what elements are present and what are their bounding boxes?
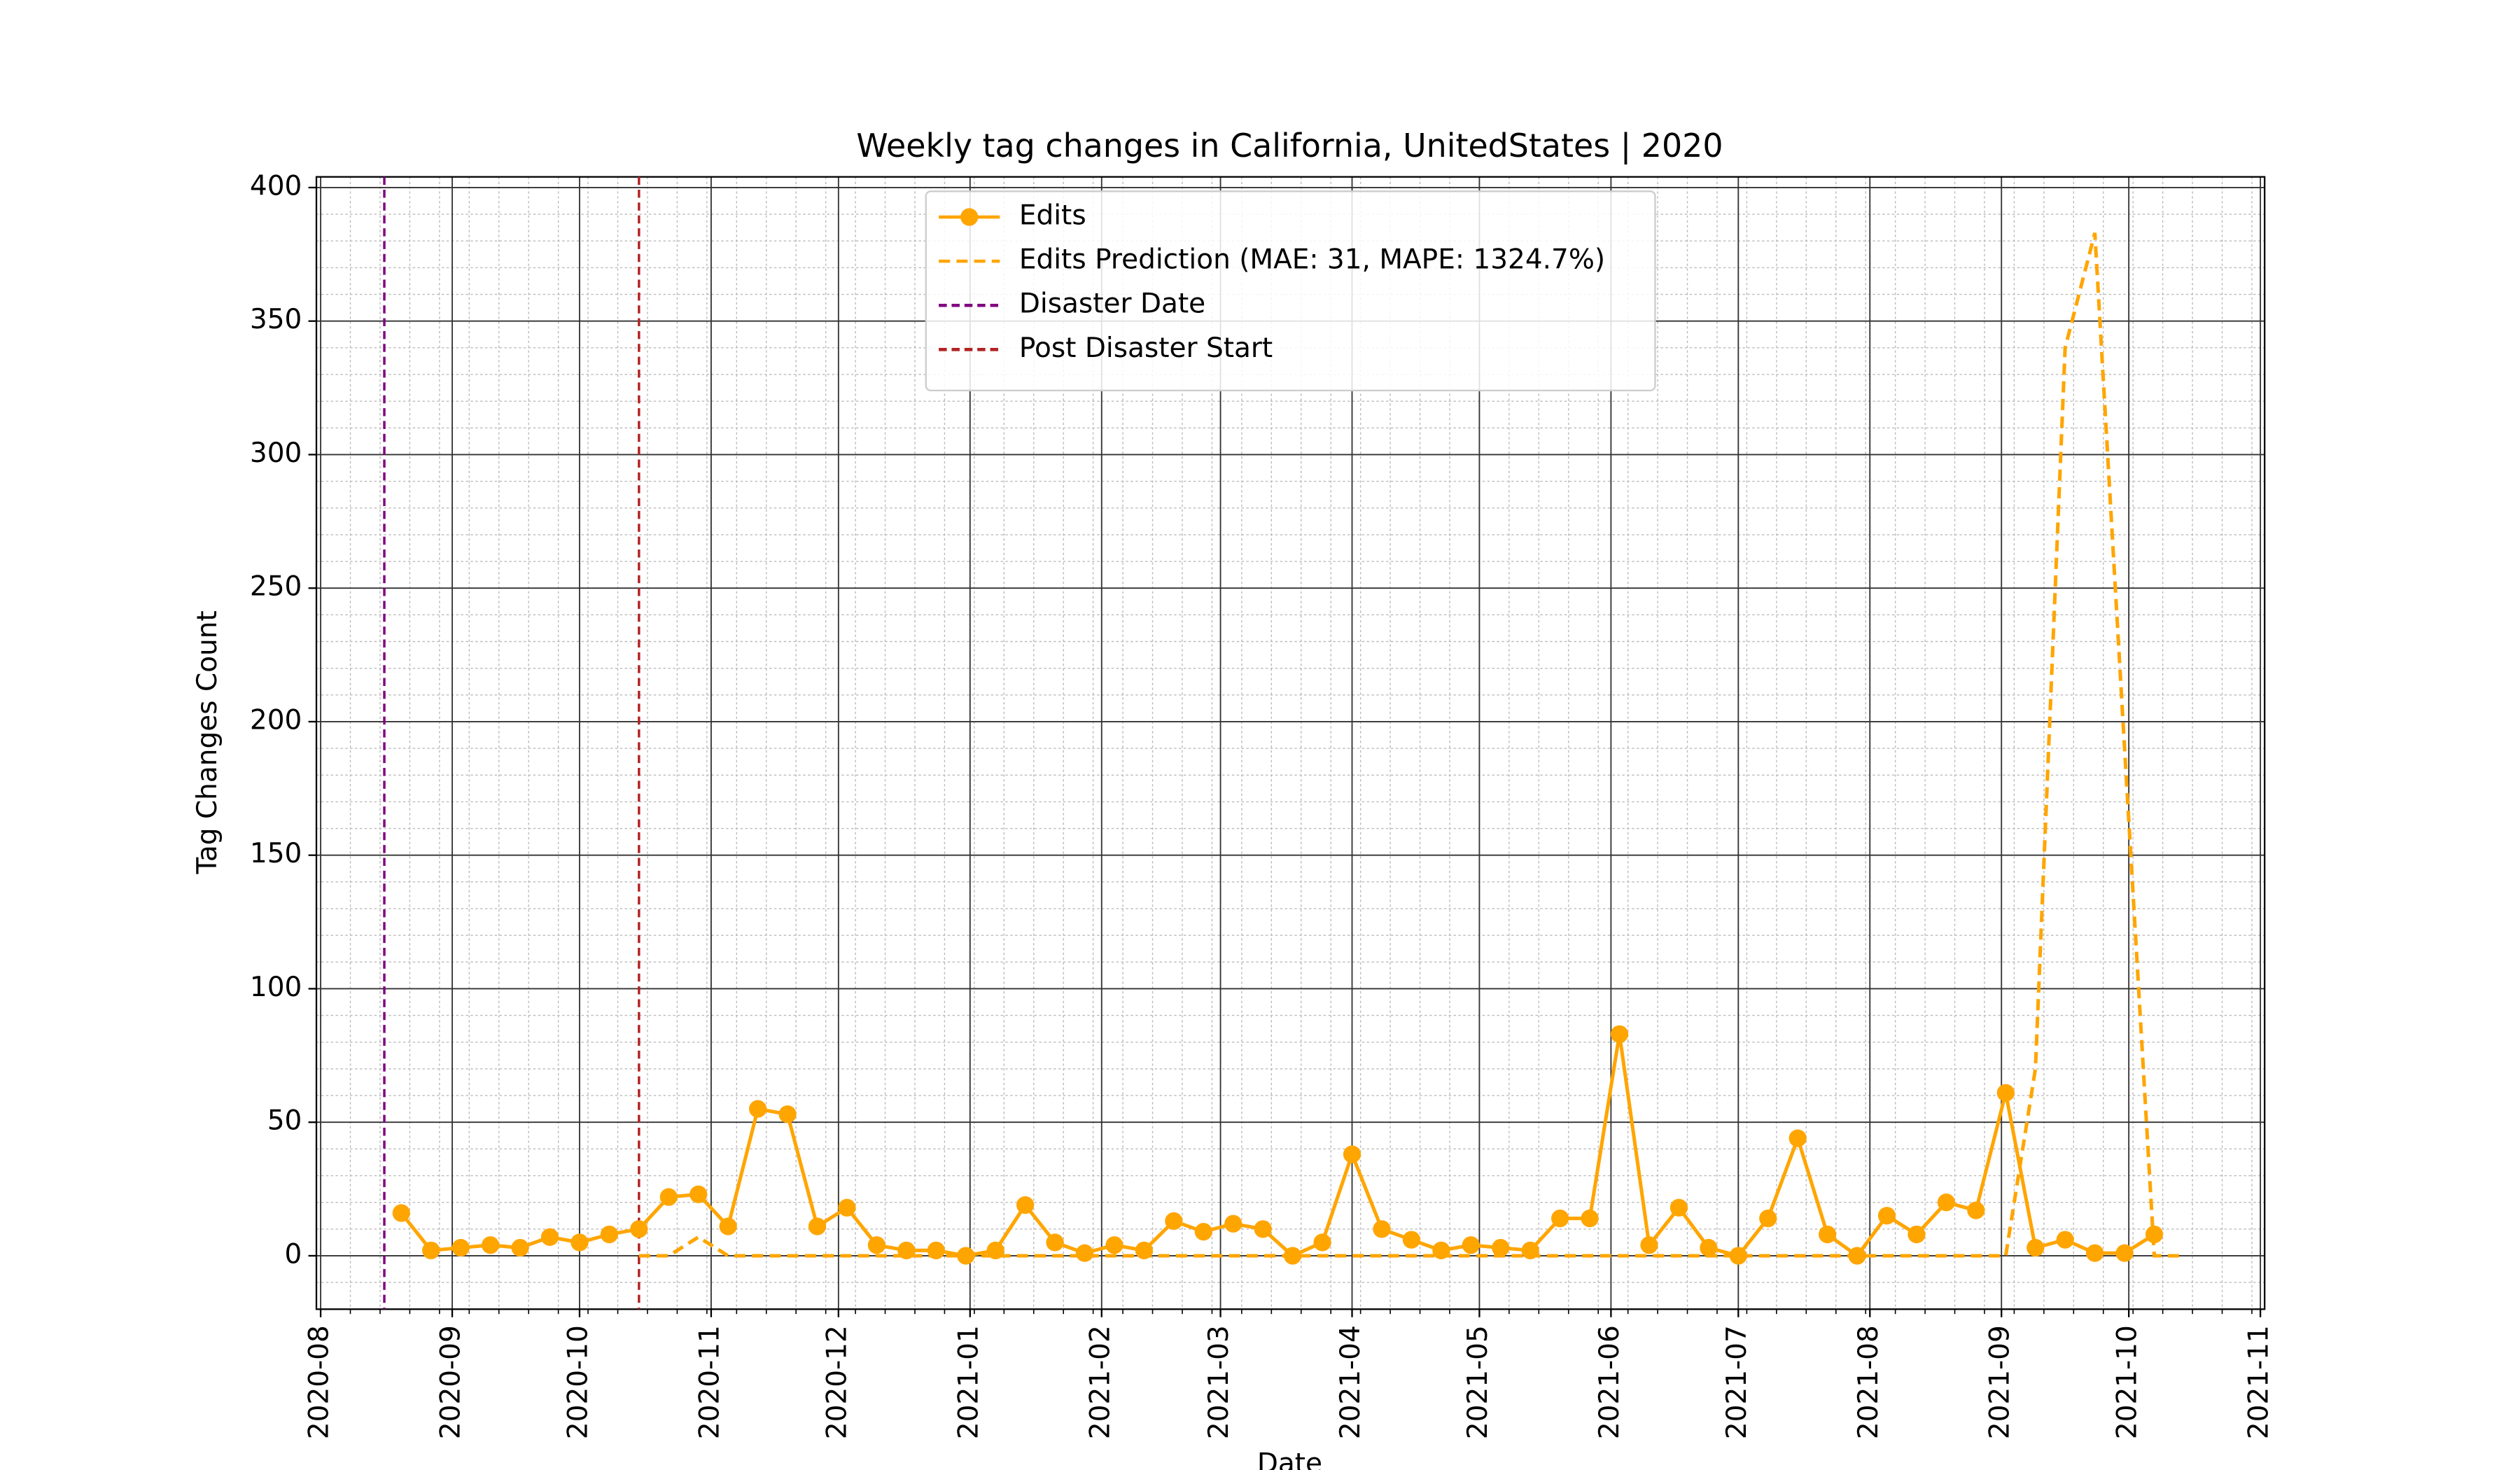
x-tick-label: 2021-07 bbox=[1721, 1325, 1753, 1439]
data-point bbox=[2026, 1238, 2045, 1257]
data-point bbox=[1729, 1247, 1747, 1265]
y-tick-label: 150 bbox=[250, 838, 302, 869]
legend-label: Edits Prediction (MAE: 31, MAPE: 1324.7%… bbox=[1019, 244, 1605, 276]
data-point bbox=[1877, 1207, 1896, 1225]
data-point bbox=[1996, 1084, 2015, 1102]
data-point bbox=[1581, 1209, 1599, 1228]
data-point bbox=[1907, 1225, 1926, 1244]
data-point bbox=[540, 1228, 559, 1246]
y-tick-label: 300 bbox=[250, 438, 302, 469]
data-point bbox=[1194, 1223, 1212, 1241]
data-point bbox=[1670, 1198, 1688, 1217]
data-point bbox=[422, 1241, 440, 1259]
y-tick-label: 350 bbox=[250, 304, 302, 335]
x-axis-label: Date bbox=[1257, 1448, 1322, 1470]
legend-box bbox=[925, 190, 1656, 391]
data-point bbox=[1254, 1220, 1272, 1238]
data-point bbox=[1343, 1145, 1362, 1163]
y-tick-label: 250 bbox=[250, 571, 302, 603]
data-point bbox=[748, 1100, 767, 1118]
x-tick-label: 2021-08 bbox=[1853, 1325, 1884, 1439]
x-tick-label: 2021-04 bbox=[1335, 1325, 1366, 1439]
data-point bbox=[1819, 1225, 1837, 1244]
x-tick-label: 2020-10 bbox=[562, 1325, 594, 1439]
data-point bbox=[630, 1220, 648, 1238]
data-line bbox=[638, 232, 2184, 1258]
data-point bbox=[1700, 1238, 1718, 1257]
data-point bbox=[1462, 1236, 1480, 1254]
data-point bbox=[392, 1204, 410, 1222]
data-point bbox=[778, 1105, 797, 1124]
data-point bbox=[690, 1185, 708, 1203]
data-point bbox=[1937, 1194, 1956, 1212]
x-tick-label: 2020-08 bbox=[304, 1325, 335, 1439]
y-tick-label: 400 bbox=[250, 170, 302, 202]
chart-title: Weekly tag changes in California, United… bbox=[856, 127, 1723, 165]
plot-frame bbox=[315, 176, 2266, 1310]
data-point bbox=[838, 1198, 856, 1217]
data-point bbox=[600, 1225, 619, 1244]
x-tick-label: 2021-01 bbox=[953, 1325, 984, 1439]
data-point bbox=[1551, 1209, 1569, 1228]
data-point bbox=[1492, 1238, 1510, 1257]
data-point bbox=[2086, 1244, 2104, 1262]
data-point bbox=[570, 1233, 589, 1252]
data-point bbox=[1759, 1209, 1777, 1228]
data-point bbox=[2115, 1244, 2134, 1262]
data-point bbox=[1610, 1025, 1629, 1043]
data-point bbox=[1105, 1236, 1124, 1254]
x-tick-label: 2020-12 bbox=[821, 1325, 853, 1439]
legend-marker bbox=[960, 208, 979, 226]
data-point bbox=[719, 1217, 737, 1236]
data-point bbox=[1788, 1129, 1807, 1147]
data-point bbox=[2056, 1231, 2074, 1249]
x-tick-label: 2021-03 bbox=[1203, 1325, 1235, 1439]
x-tick-label: 2021-02 bbox=[1084, 1325, 1116, 1439]
y-tick-label: 100 bbox=[250, 972, 302, 1003]
data-point bbox=[1640, 1236, 1658, 1254]
data-point bbox=[511, 1238, 529, 1257]
data-point bbox=[481, 1236, 500, 1254]
legend: Edits Edits Prediction (MAE: 31, MAPE: 13… bbox=[925, 190, 1656, 391]
data-point bbox=[1165, 1212, 1183, 1230]
legend-label: Edits bbox=[1019, 200, 1086, 232]
y-tick-label: 50 bbox=[267, 1105, 302, 1137]
data-point bbox=[808, 1217, 827, 1236]
data-point bbox=[1224, 1214, 1242, 1233]
data-point bbox=[1967, 1201, 1985, 1219]
legend-label: Disaster Date bbox=[1019, 288, 1205, 320]
legend-label: Post Disaster Start bbox=[1019, 332, 1273, 364]
y-tick-label: 200 bbox=[250, 704, 302, 736]
x-tick-label: 2021-05 bbox=[1462, 1325, 1494, 1439]
data-point bbox=[659, 1188, 678, 1206]
data-point bbox=[1016, 1196, 1035, 1214]
y-tick-label: 0 bbox=[285, 1238, 302, 1270]
x-tick-label: 2021-09 bbox=[1984, 1325, 2016, 1439]
x-tick-label: 2021-10 bbox=[2112, 1325, 2143, 1439]
x-tick-label: 2020-11 bbox=[694, 1325, 725, 1439]
data-point bbox=[1373, 1220, 1391, 1238]
data-point bbox=[867, 1236, 886, 1254]
x-tick-label: 2021-06 bbox=[1594, 1325, 1625, 1439]
x-tick-label: 2020-09 bbox=[435, 1325, 467, 1439]
data-point bbox=[1075, 1244, 1094, 1262]
x-tick-label: 2021-11 bbox=[2244, 1325, 2275, 1439]
y-axis-label: Tag Changes Count bbox=[192, 610, 223, 874]
data-point bbox=[1046, 1233, 1064, 1252]
data-point bbox=[451, 1238, 470, 1257]
data-point bbox=[1313, 1233, 1331, 1252]
data-point bbox=[1402, 1231, 1421, 1249]
